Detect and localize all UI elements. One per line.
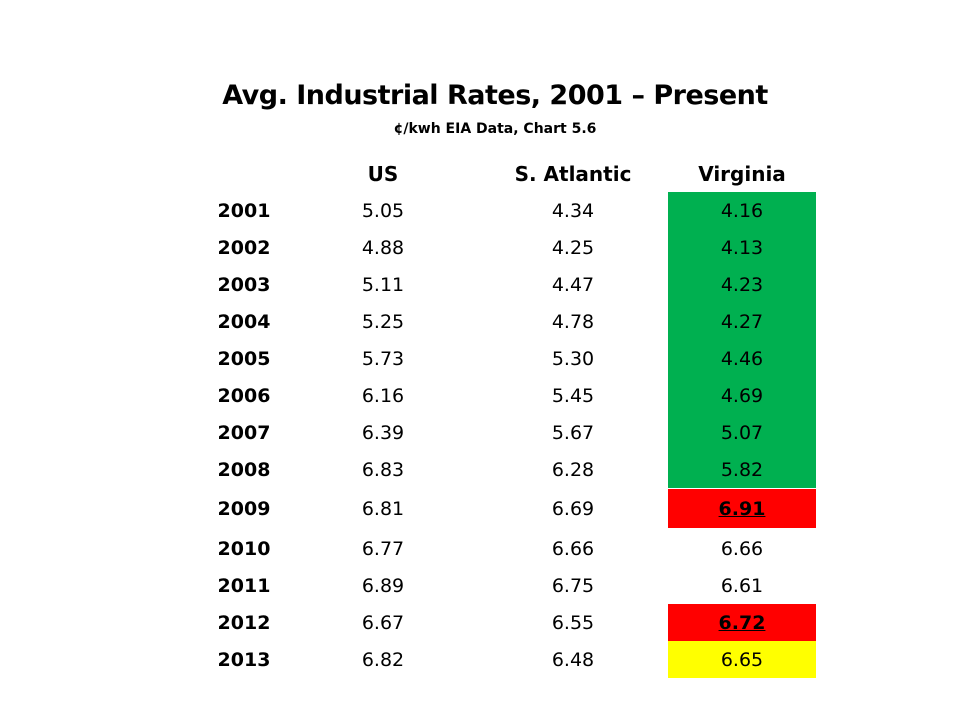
south-atlantic-rate-cell: 5.67: [551, 421, 595, 444]
us-rate-cell: 6.16: [361, 384, 405, 407]
table-header-row: US S. Atlantic Virginia: [200, 155, 816, 192]
year-cell: 2008: [217, 458, 271, 481]
virginia-rate-cell: 4.46: [668, 340, 816, 377]
year-cell: 2005: [217, 347, 271, 370]
virginia-rate-cell: 4.13: [668, 229, 816, 266]
virginia-rate-cell: 4.16: [668, 192, 816, 229]
virginia-rate-cell: 6.61: [720, 574, 764, 597]
south-atlantic-rate-cell: 6.66: [551, 537, 595, 560]
south-atlantic-rate-cell: 4.25: [551, 236, 595, 259]
year-cell: 2009: [217, 497, 271, 520]
table-title: Avg. Industrial Rates, 2001 – Present: [222, 80, 768, 111]
virginia-column-header: Virginia: [698, 161, 786, 186]
south-atlantic-rate-cell: 6.69: [551, 497, 595, 520]
south-atlantic-column-header: S. Atlantic: [514, 161, 632, 186]
year-cell: 2002: [217, 236, 271, 259]
year-cell: 2006: [217, 384, 271, 407]
virginia-rate-cell: 5.07: [668, 414, 816, 451]
table-row: 2013 6.82 6.48 6.65: [200, 641, 816, 678]
table-row: 2006 6.16 5.45 4.69: [200, 377, 816, 414]
virginia-rate-cell: 6.66: [720, 537, 764, 560]
year-column-header: [200, 155, 288, 192]
south-atlantic-rate-cell: 4.78: [551, 310, 595, 333]
south-atlantic-rate-cell: 6.75: [551, 574, 595, 597]
us-rate-cell: 6.82: [361, 648, 405, 671]
us-rate-cell: 6.67: [361, 611, 405, 634]
virginia-rate-cell: 6.91: [668, 489, 816, 528]
us-rate-cell: 6.81: [361, 497, 405, 520]
south-atlantic-rate-cell: 5.30: [551, 347, 595, 370]
us-rate-cell: 5.05: [361, 199, 405, 222]
table-subtitle: ¢/kwh EIA Data, Chart 5.6: [393, 121, 597, 137]
south-atlantic-rate-cell: 6.28: [551, 458, 595, 481]
year-cell: 2001: [217, 199, 271, 222]
south-atlantic-rate-cell: 4.34: [551, 199, 595, 222]
us-column-header: US: [367, 161, 399, 186]
virginia-rate-cell: 5.82: [668, 451, 816, 488]
virginia-rate-cell: 4.69: [668, 377, 816, 414]
year-cell: 2007: [217, 421, 271, 444]
us-rate-cell: 5.73: [361, 347, 405, 370]
us-rate-cell: 6.77: [361, 537, 405, 560]
table-row: 2002 4.88 4.25 4.13: [200, 229, 816, 266]
year-cell: 2003: [217, 273, 271, 296]
table-row: 2009 6.81 6.69 6.91: [200, 489, 816, 528]
table-row: 2011 6.89 6.75 6.61: [200, 567, 816, 604]
table-row: 2005 5.73 5.30 4.46: [200, 340, 816, 377]
south-atlantic-rate-cell: 5.45: [551, 384, 595, 407]
table-row: 2008 6.83 6.28 5.82: [200, 451, 816, 488]
virginia-rate-cell: 6.72: [668, 604, 816, 641]
us-rate-cell: 5.25: [361, 310, 405, 333]
south-atlantic-rate-cell: 6.55: [551, 611, 595, 634]
virginia-rate-cell: 4.27: [668, 303, 816, 340]
virginia-rate-cell: 4.23: [668, 266, 816, 303]
us-rate-cell: 4.88: [361, 236, 405, 259]
table-row: 2010 6.77 6.66 6.66: [200, 530, 816, 567]
table-row: 2001 5.05 4.34 4.16: [200, 192, 816, 229]
table-row: 2007 6.39 5.67 5.07: [200, 414, 816, 451]
year-cell: 2011: [217, 574, 271, 597]
us-rate-cell: 5.11: [361, 273, 405, 296]
year-cell: 2013: [217, 648, 271, 671]
year-cell: 2010: [217, 537, 271, 560]
table-row: 2012 6.67 6.55 6.72: [200, 604, 816, 641]
us-rate-cell: 6.89: [361, 574, 405, 597]
table-row: 2003 5.11 4.47 4.23: [200, 266, 816, 303]
us-rate-cell: 6.83: [361, 458, 405, 481]
year-cell: 2004: [217, 310, 271, 333]
virginia-rate-cell: 6.65: [668, 641, 816, 678]
table-row: 2004 5.25 4.78 4.27: [200, 303, 816, 340]
us-rate-cell: 6.39: [361, 421, 405, 444]
south-atlantic-rate-cell: 6.48: [551, 648, 595, 671]
year-cell: 2012: [217, 611, 271, 634]
south-atlantic-rate-cell: 4.47: [551, 273, 595, 296]
